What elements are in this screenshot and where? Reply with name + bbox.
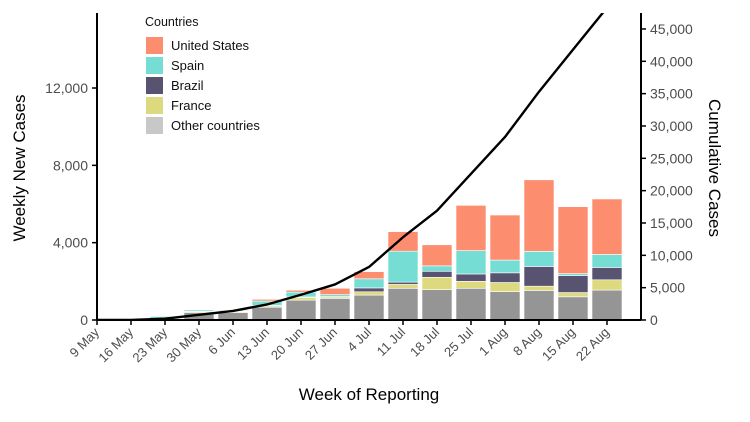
bar-other-countries: [557, 296, 589, 321]
cumulative-cases-line: [97, 13, 605, 320]
y2-tick-label: 25,000: [650, 150, 693, 166]
y-tick-label: 4,000: [53, 235, 88, 251]
bar-spain: [523, 251, 555, 267]
x-tick-label: 1 Aug: [476, 325, 510, 359]
legend-swatch: [146, 97, 163, 114]
y-tick-label: 8,000: [53, 157, 88, 173]
x-tick-label: 4 Jul: [344, 324, 374, 354]
x-tick-label: 22 Aug: [573, 325, 612, 364]
legend-label: Other countries: [171, 118, 260, 133]
bar-france: [455, 281, 487, 289]
bar-france: [421, 276, 453, 290]
bar-brazil: [455, 273, 487, 282]
bar-other-countries: [217, 312, 249, 321]
bar-france: [523, 285, 555, 291]
cumulative-line-layer: [97, 13, 605, 320]
bar-spain: [489, 259, 521, 274]
legend-swatch: [146, 77, 163, 94]
x-tick-label: 13 Jun: [234, 325, 272, 363]
y2-tick-label: 5,000: [650, 280, 685, 296]
bar-other-countries: [251, 306, 283, 321]
y2-tick-label: 35,000: [650, 86, 693, 102]
bar-france: [387, 284, 419, 289]
x-tick-label: 20 Jun: [268, 325, 306, 363]
bar-brazil: [353, 287, 385, 293]
bar-other-countries: [455, 287, 487, 321]
bar-united-states: [489, 214, 521, 261]
bar-france: [489, 282, 521, 292]
bar-other-countries: [319, 298, 351, 321]
bar-france: [353, 291, 385, 296]
x-tick-label: 16 May: [95, 324, 136, 365]
x-tick-label: 27 Jun: [302, 325, 340, 363]
bar-united-states: [183, 308, 215, 311]
legend-label: Brazil: [171, 78, 204, 93]
bar-united-states: [523, 179, 555, 252]
x-tick-label: 11 Jul: [374, 324, 409, 359]
bar-other-countries: [285, 299, 317, 321]
legend-label: France: [171, 98, 211, 113]
bar-united-states: [455, 205, 487, 251]
y2-tick-label: 40,000: [650, 53, 693, 69]
bar-brazil: [421, 270, 453, 278]
y-axis-label: Weekly New Cases: [10, 94, 29, 241]
legend-swatch: [146, 37, 163, 54]
bar-spain: [387, 250, 419, 283]
bar-united-states: [591, 198, 623, 255]
x-tick-label: 30 May: [163, 324, 204, 365]
bar-spain: [353, 278, 385, 289]
y2-tick-label: 10,000: [650, 247, 693, 263]
legend-label: Spain: [171, 58, 204, 73]
bar-other-countries: [489, 291, 521, 321]
y2-tick-label: 15,000: [650, 215, 693, 231]
bar-spain: [455, 250, 487, 275]
x-tick-label: 15 Aug: [539, 325, 578, 364]
bar-brazil: [387, 281, 419, 285]
y2-tick-label: 0: [650, 312, 658, 328]
bar-france: [591, 279, 623, 291]
bar-other-countries: [421, 289, 453, 321]
bar-united-states: [557, 206, 589, 274]
bars-layer: [149, 179, 623, 321]
legend-title: Countries: [145, 15, 199, 29]
y-tick-label: 12,000: [45, 80, 88, 96]
y2-tick-label: 20,000: [650, 183, 693, 199]
bar-other-countries: [353, 294, 385, 321]
y-tick-label: 0: [80, 312, 88, 328]
x-tick-label: 18 Jul: [407, 324, 442, 359]
bar-other-countries: [523, 290, 555, 321]
y2-tick-label: 45,000: [650, 21, 693, 37]
bar-spain: [591, 254, 623, 268]
bar-united-states: [387, 231, 419, 252]
y2-tick-label: 30,000: [650, 118, 693, 134]
bar-brazil: [591, 267, 623, 281]
legend: Countries United States Spain Brazil France…: [145, 15, 260, 134]
bar-other-countries: [387, 287, 419, 321]
bar-spain: [421, 265, 453, 272]
bar-france: [557, 292, 589, 298]
x-tick-label: 25 Jul: [441, 324, 476, 359]
bar-united-states: [319, 287, 351, 295]
y2-axis-label: Cumulative Cases: [705, 99, 724, 237]
x-tick-label: 23 May: [129, 324, 170, 365]
bar-brazil: [557, 275, 589, 293]
x-axis-label: Week of Reporting: [299, 385, 439, 404]
bar-brazil: [489, 272, 521, 283]
bar-united-states: [421, 244, 453, 267]
bar-brazil: [523, 266, 555, 287]
legend-swatch: [146, 57, 163, 74]
bar-other-countries: [591, 289, 623, 321]
legend-swatch: [146, 117, 163, 134]
legend-label: United States: [171, 38, 250, 53]
